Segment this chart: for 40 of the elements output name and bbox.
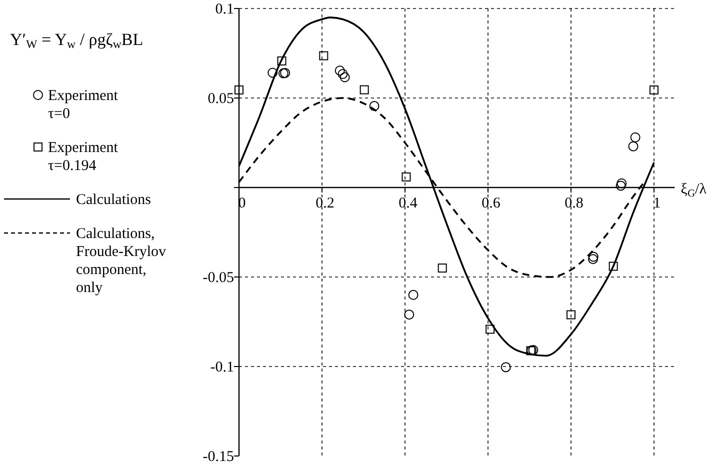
y-tick-label: -0.05	[202, 270, 234, 286]
point	[616, 180, 626, 191]
x-axis-title: ξ$_{G}$/λ	[680, 182, 708, 200]
point	[608, 262, 618, 271]
y-axis-title: Y′$_{W}$ = Y$_{w}$ / ρgζ$_{w}$BL	[10, 30, 144, 51]
point	[319, 51, 328, 60]
point	[628, 141, 638, 152]
point	[340, 72, 350, 82]
point	[338, 69, 348, 80]
x-tick-label: 0.4	[398, 196, 418, 212]
point	[486, 324, 495, 334]
x-tick-label: 0.2	[316, 196, 334, 212]
point	[588, 254, 598, 264]
legend-label: Calculations	[76, 192, 152, 208]
point	[404, 310, 414, 320]
point	[588, 252, 598, 262]
x-tick-label: 0.6	[482, 196, 501, 212]
point	[268, 68, 278, 78]
legend-label: Experiment τ=0	[48, 88, 119, 122]
point	[408, 290, 418, 300]
x-tick-label: 0.8	[564, 196, 584, 212]
y-tick-label: 0.1	[215, 2, 234, 18]
point	[650, 85, 658, 94]
point	[277, 56, 286, 66]
point	[566, 310, 576, 320]
point	[402, 172, 411, 182]
y-tick-label: -0.15	[202, 449, 234, 465]
point	[438, 264, 447, 273]
point	[369, 101, 380, 112]
legend-label: Calculations, Froude-Krylov component, only	[76, 226, 166, 296]
y-tick-label: -0.1	[210, 360, 234, 376]
point	[500, 362, 511, 372]
point	[360, 85, 369, 94]
y-tick-label: 0.05	[208, 91, 234, 107]
point	[334, 66, 345, 76]
point	[630, 132, 640, 142]
point	[616, 178, 627, 188]
legend-label: Experiment τ=0.194	[48, 140, 119, 174]
x-tick-label: 1	[653, 196, 661, 212]
point	[234, 85, 244, 94]
